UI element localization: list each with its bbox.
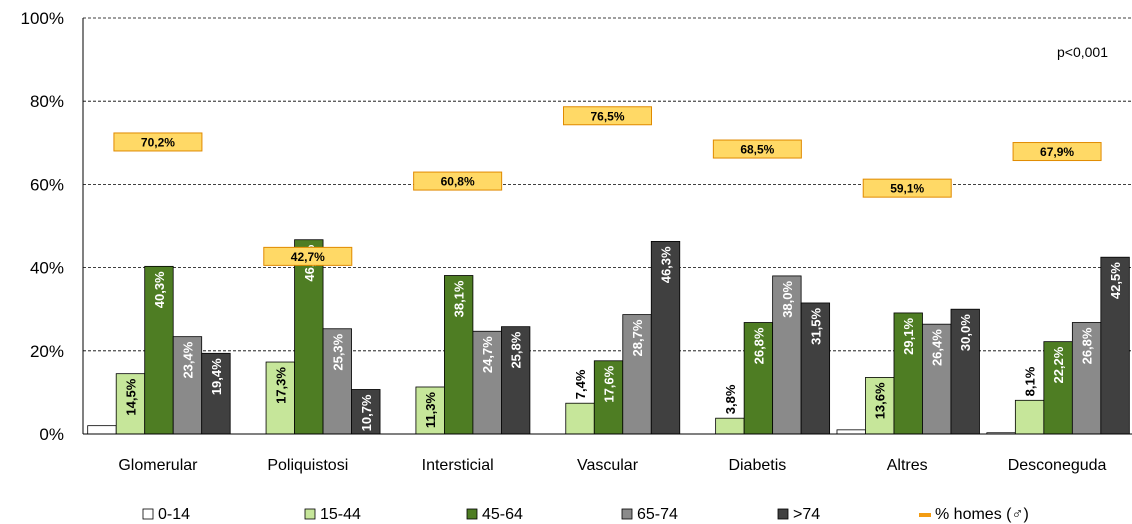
- legend-label: % homes (♂): [935, 506, 1029, 523]
- homes-value-label: 59,1%: [890, 182, 924, 196]
- homes-marker: [1012, 142, 1102, 162]
- bar-value-label: 11,3%: [423, 392, 438, 429]
- bar: [622, 314, 652, 435]
- homes-marker: [862, 178, 952, 198]
- y-tick-label: 20%: [30, 342, 64, 361]
- bar: [565, 402, 595, 435]
- legend-swatch: [142, 508, 154, 520]
- bar-value-label: 42,5%: [1108, 262, 1123, 299]
- x-tick-label: Intersticial: [422, 457, 494, 474]
- bar: [800, 302, 831, 435]
- bar: [501, 326, 531, 435]
- homes-marker: [263, 246, 353, 266]
- bar-value-label: 24,7%: [480, 336, 495, 373]
- x-tick-label: Vascular: [577, 457, 639, 474]
- bar: [415, 386, 445, 435]
- bar-value-label: 22,2%: [1051, 346, 1066, 383]
- homes-value-label: 67,9%: [1040, 145, 1074, 159]
- bar-value-label: 14,5%: [123, 378, 138, 415]
- bar-value-label: 17,3%: [273, 367, 288, 404]
- bar-value-label: 26,4%: [930, 329, 945, 366]
- x-tick-label: Diabetis: [728, 457, 786, 474]
- bar: [144, 265, 174, 435]
- x-tick-label: Poliquistosi: [267, 457, 348, 474]
- bar: [715, 417, 745, 435]
- homes-marker: [113, 132, 203, 152]
- bar: [772, 275, 802, 435]
- legend-swatch: [466, 508, 478, 520]
- legend-label: >74: [793, 506, 820, 523]
- bar-value-label: 29,1%: [901, 318, 916, 355]
- p-value-annotation: p<0,001: [1057, 44, 1108, 60]
- bar: [950, 308, 980, 435]
- homes-value-label: 60,8%: [441, 175, 475, 189]
- bar: [743, 322, 774, 435]
- legend: 0-14 15-44 45-64 65-74 >74 % homes (♂): [142, 506, 1029, 523]
- bar: [1014, 399, 1045, 435]
- legend-swatch: [621, 508, 633, 520]
- x-axis-category-labels: Glomerular Poliquistosi Intersticial Vascul…: [118, 457, 1106, 474]
- bar-value-label: 26,8%: [1080, 327, 1095, 364]
- bar-value-label: 26,8%: [751, 327, 766, 364]
- bar-value-label: 13,6%: [873, 382, 888, 419]
- homes-markers: 70,2% 42,7% 60,8% 76,5% 68,5% 59,1% 67,9%: [113, 106, 1102, 266]
- legend-label: 0-14: [158, 506, 190, 523]
- bar: [322, 328, 352, 435]
- y-tick-label: 0%: [39, 425, 64, 444]
- bar-value-label: 40,3%: [152, 271, 167, 308]
- homes-value-label: 76,5%: [590, 109, 624, 123]
- bar-value-label: 28,7%: [630, 319, 645, 356]
- homes-value-label: 42,7%: [291, 250, 325, 264]
- x-tick-label: Glomerular: [118, 457, 198, 474]
- legend-label: 65-74: [637, 506, 678, 523]
- bar-value-label: 8,1%: [1023, 366, 1038, 396]
- bar-value-label: 31,5%: [808, 308, 823, 345]
- bar-value-label: 38,1%: [452, 280, 467, 317]
- bar: [1071, 322, 1102, 435]
- bar-value-label: 38,0%: [780, 280, 795, 317]
- bar: [172, 336, 203, 435]
- bar-value-label: 23,4%: [180, 341, 195, 378]
- bar: [87, 425, 117, 435]
- legend-swatch: [304, 508, 316, 520]
- homes-marker: [712, 139, 802, 159]
- bar-value-label: 19,4%: [209, 358, 224, 395]
- legend-label: 15-44: [320, 506, 361, 523]
- y-tick-label: 80%: [30, 92, 64, 111]
- bar-value-label: 30,0%: [958, 314, 973, 351]
- homes-marker: [563, 106, 652, 126]
- bar-value-label: 7,4%: [573, 369, 588, 399]
- bars: [87, 239, 1130, 435]
- bar-value-label: 25,3%: [330, 333, 345, 370]
- bar: [836, 429, 866, 435]
- x-tick-label: Desconeguda: [1008, 457, 1107, 474]
- legend-swatch: [777, 508, 789, 520]
- bar: [472, 330, 502, 435]
- y-tick-label: 100%: [21, 9, 64, 28]
- homes-value-label: 68,5%: [740, 143, 774, 157]
- legend-swatch: [919, 513, 931, 517]
- bar-value-label: 10,7%: [359, 394, 374, 431]
- bar: [922, 323, 952, 435]
- x-tick-label: Altres: [887, 457, 928, 474]
- axes: [82, 18, 1132, 435]
- y-tick-label: 40%: [30, 259, 64, 278]
- gridlines: [83, 17, 1132, 352]
- homes-marker: [413, 171, 503, 191]
- bar: [294, 239, 324, 435]
- bar-value-label: 46,3%: [659, 246, 674, 283]
- bar: [1100, 256, 1130, 435]
- y-axis-tick-labels: 0% 20% 40% 60% 80% 100%: [21, 9, 64, 444]
- bar: [893, 312, 923, 435]
- y-tick-label: 60%: [30, 175, 64, 194]
- bar: [115, 373, 146, 435]
- legend-label: 45-64: [482, 506, 523, 523]
- homes-value-label: 70,2%: [141, 135, 175, 149]
- bar-value-label: 3,8%: [723, 384, 738, 414]
- bar-value-label: 25,8%: [509, 331, 524, 368]
- bar: [201, 352, 231, 435]
- bar-value-label: 17,6%: [602, 365, 617, 402]
